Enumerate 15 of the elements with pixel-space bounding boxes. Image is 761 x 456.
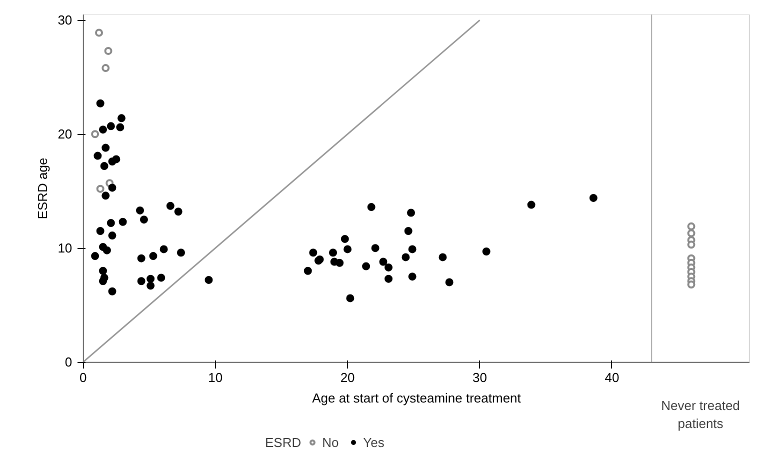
- x-tick-label: 30: [472, 370, 487, 386]
- x-tick-label: 10: [208, 370, 223, 386]
- x-axis-title: Age at start of cysteamine treatment: [312, 390, 522, 406]
- x-tick-label: 0: [80, 370, 87, 386]
- y-axis-title: ESRD age: [35, 158, 50, 220]
- x-tick-label: 40: [604, 370, 620, 386]
- y-tick-label: 30: [58, 12, 72, 28]
- text: Never treated patients: [661, 398, 740, 432]
- legend-title: ESRD: [265, 434, 302, 450]
- y-tick-label: 10: [58, 240, 72, 256]
- y-tick-label: 20: [58, 126, 72, 142]
- y-tick-label: 0: [64, 354, 72, 370]
- legend-label: Yes: [363, 434, 384, 450]
- legend-label: No: [322, 434, 340, 450]
- x-tick-label: 20: [340, 370, 355, 386]
